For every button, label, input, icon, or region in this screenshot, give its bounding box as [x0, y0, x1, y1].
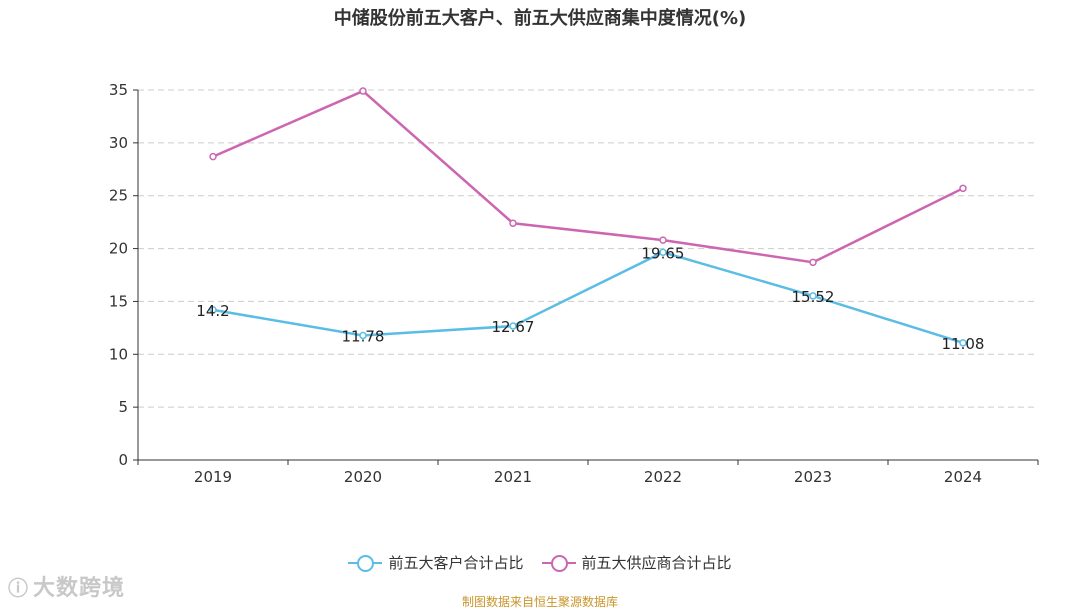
data-point — [359, 331, 367, 340]
legend-item-suppliers[interactable]: 前五大供应商合计占比 — [541, 552, 732, 573]
x-tick-label: 2019 — [194, 468, 232, 486]
x-tick-label: 2024 — [944, 468, 982, 486]
legend-label-customers: 前五大客户合计占比 — [388, 554, 524, 572]
data-point — [509, 219, 517, 227]
data-point — [209, 306, 217, 314]
legend-label-suppliers: 前五大供应商合计占比 — [581, 554, 732, 572]
data-label: 12.67 — [492, 318, 535, 336]
data-label: 11.78 — [342, 327, 385, 345]
y-tick-label: 0 — [118, 451, 128, 469]
legend-swatch-customers — [348, 554, 383, 572]
data-point — [509, 322, 517, 330]
y-tick-label: 20 — [109, 240, 128, 258]
x-tick-label: 2020 — [344, 468, 382, 486]
data-label: 11.08 — [942, 335, 985, 353]
series-line-1 — [212, 89, 964, 264]
legend-item-customers[interactable]: 前五大客户合计占比 — [348, 552, 524, 573]
data-point — [659, 248, 667, 257]
y-tick-label: 25 — [109, 187, 128, 205]
y-tick-label: 35 — [109, 81, 128, 99]
series-line-0 — [212, 251, 964, 345]
data-point — [209, 152, 217, 161]
y-tick-label: 30 — [109, 134, 128, 152]
chart-legend: 前五大客户合计占比 前五大供应商合计占比 — [0, 552, 1080, 573]
x-tick-label: 2021 — [494, 468, 532, 486]
legend-swatch-suppliers — [541, 554, 576, 572]
data-label: 14.2 — [196, 302, 229, 320]
x-tick-label: 2022 — [644, 468, 682, 486]
data-point — [959, 184, 967, 193]
y-tick-label: 5 — [118, 398, 128, 416]
chart-title: 中储股份前五大客户、前五大供应商集中度情况(%) — [333, 8, 747, 29]
data-point — [959, 339, 967, 347]
logo-icon: ⓘ — [8, 576, 29, 600]
y-tick-label: 10 — [109, 345, 128, 363]
data-point — [659, 236, 667, 244]
data-point — [809, 258, 817, 267]
x-tick-label: 2023 — [794, 468, 832, 486]
watermark: ⓘ 大数跨境 — [8, 570, 125, 602]
data-point — [359, 87, 367, 95]
data-label: 15.52 — [792, 288, 835, 306]
data-point — [809, 292, 817, 300]
data-label: 19.65 — [642, 244, 685, 262]
y-tick-label: 15 — [109, 292, 128, 310]
source-note: 制图数据来自恒生聚源数据库 — [461, 595, 618, 609]
watermark-text: 大数跨境 — [33, 576, 126, 601]
